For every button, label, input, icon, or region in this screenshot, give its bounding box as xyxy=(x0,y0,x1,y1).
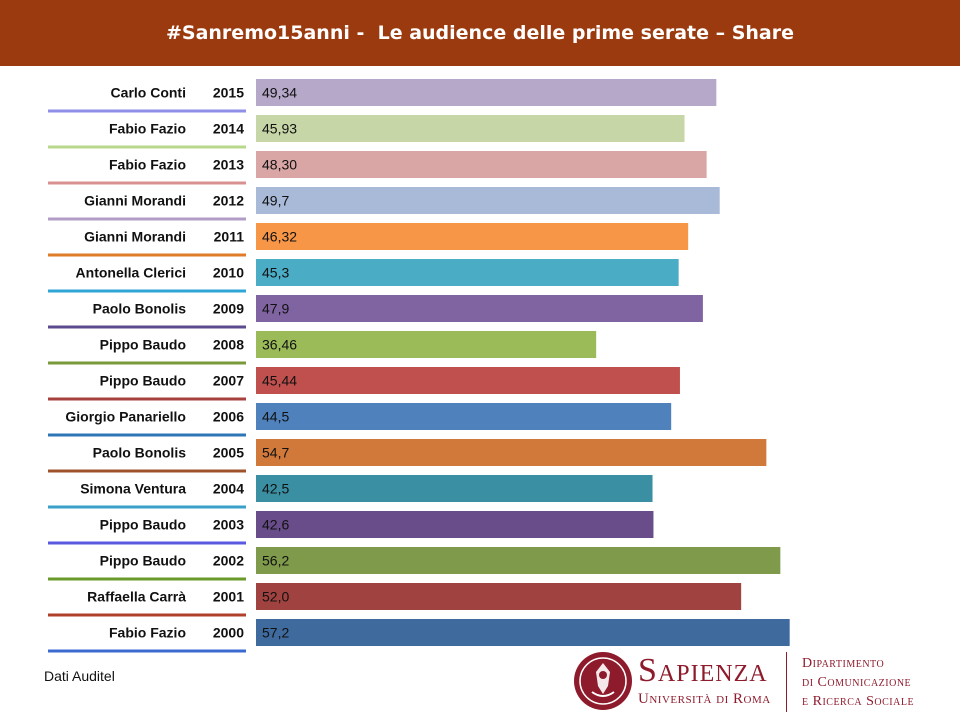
host-label-2008: Pippo Baudo xyxy=(100,337,186,353)
bar-2000 xyxy=(256,619,790,646)
seal-icon xyxy=(574,652,632,710)
host-label-2004: Simona Ventura xyxy=(80,481,186,497)
host-label-2015: Carlo Conti xyxy=(111,85,186,101)
host-label-2010: Antonella Clerici xyxy=(76,265,186,281)
value-label-2004: 42,5 xyxy=(262,481,289,497)
logo-department: Dipartimento di Comunicazione e Ricerca … xyxy=(802,654,914,711)
year-label-2014: 2014 xyxy=(213,121,244,137)
dept-line-1: Dipartimento xyxy=(802,656,885,671)
host-label-2007: Pippo Baudo xyxy=(100,373,186,389)
year-label-2012: 2012 xyxy=(213,193,244,209)
value-label-2008: 36,46 xyxy=(262,337,297,353)
bar-2004 xyxy=(256,475,653,502)
value-label-2000: 57,2 xyxy=(262,625,289,641)
chart-title: #Sanremo15anni - Le audience delle prime… xyxy=(165,22,795,44)
year-label-2005: 2005 xyxy=(213,445,244,461)
host-label-2011: Gianni Morandi xyxy=(84,229,186,245)
logo-subtitle: Università di Roma xyxy=(638,691,771,707)
bar-2002 xyxy=(256,547,781,574)
value-label-2012: 49,7 xyxy=(262,193,289,209)
year-label-2006: 2006 xyxy=(213,409,244,425)
host-label-2001: Raffaella Carrà xyxy=(87,589,186,605)
source-note: Dati Auditel xyxy=(44,668,115,684)
host-label-2003: Pippo Baudo xyxy=(100,517,186,533)
year-label-2002: 2002 xyxy=(213,553,244,569)
bar-2014 xyxy=(256,115,685,142)
host-label-2005: Paolo Bonolis xyxy=(93,445,187,461)
value-label-2013: 48,30 xyxy=(262,157,297,173)
host-label-2009: Paolo Bonolis xyxy=(93,301,187,317)
host-label-2013: Fabio Fazio xyxy=(109,157,186,173)
bar-2001 xyxy=(256,583,742,610)
logo-divider xyxy=(786,652,787,712)
bar-2015 xyxy=(256,79,717,106)
bar-2012 xyxy=(256,187,720,214)
sapienza-logo: Sapienza Università di Roma Dipartimento… xyxy=(572,648,952,716)
bar-2009 xyxy=(256,295,703,322)
bar-2007 xyxy=(256,367,680,394)
value-label-2001: 52,0 xyxy=(262,589,289,605)
value-label-2009: 47,9 xyxy=(262,301,289,317)
year-label-2001: 2001 xyxy=(213,589,244,605)
dept-line-3: e Ricerca Sociale xyxy=(802,694,915,709)
year-label-2015: 2015 xyxy=(213,85,244,101)
value-label-2011: 46,32 xyxy=(262,229,297,245)
dept-line-2: di Comunicazione xyxy=(802,675,912,690)
year-label-2013: 2013 xyxy=(213,157,244,173)
title-bar xyxy=(0,0,960,66)
logo-name: Sapienza xyxy=(638,652,768,689)
year-label-2004: 2004 xyxy=(213,481,244,497)
year-label-2008: 2008 xyxy=(213,337,244,353)
year-label-2011: 2011 xyxy=(214,229,245,245)
year-label-2009: 2009 xyxy=(213,301,244,317)
bar-2005 xyxy=(256,439,767,466)
year-label-2003: 2003 xyxy=(213,517,244,533)
bar-2010 xyxy=(256,259,679,286)
bar-2011 xyxy=(256,223,689,250)
value-label-2005: 54,7 xyxy=(262,445,289,461)
host-label-2014: Fabio Fazio xyxy=(109,121,186,137)
host-label-2002: Pippo Baudo xyxy=(100,553,186,569)
year-label-2010: 2010 xyxy=(213,265,244,281)
bar-2013 xyxy=(256,151,707,178)
value-label-2002: 56,2 xyxy=(262,553,289,569)
value-label-2007: 45,44 xyxy=(262,373,297,389)
value-label-2006: 44,5 xyxy=(262,409,289,425)
bar-2006 xyxy=(256,403,672,430)
share-bar-chart: 49,34 Carlo Conti 2015 45,93 Fabio Fazio 2014… xyxy=(48,79,790,653)
value-label-2015: 49,34 xyxy=(262,85,297,101)
host-label-2012: Gianni Morandi xyxy=(84,193,186,209)
host-label-2000: Fabio Fazio xyxy=(109,625,186,641)
bar-2003 xyxy=(256,511,654,538)
host-label-2006: Giorgio Panariello xyxy=(65,409,186,425)
year-label-2000: 2000 xyxy=(213,625,244,641)
value-label-2010: 45,3 xyxy=(262,265,289,281)
year-label-2007: 2007 xyxy=(213,373,244,389)
value-label-2014: 45,93 xyxy=(262,121,297,137)
value-label-2003: 42,6 xyxy=(262,517,289,533)
bar-2008 xyxy=(256,331,597,358)
